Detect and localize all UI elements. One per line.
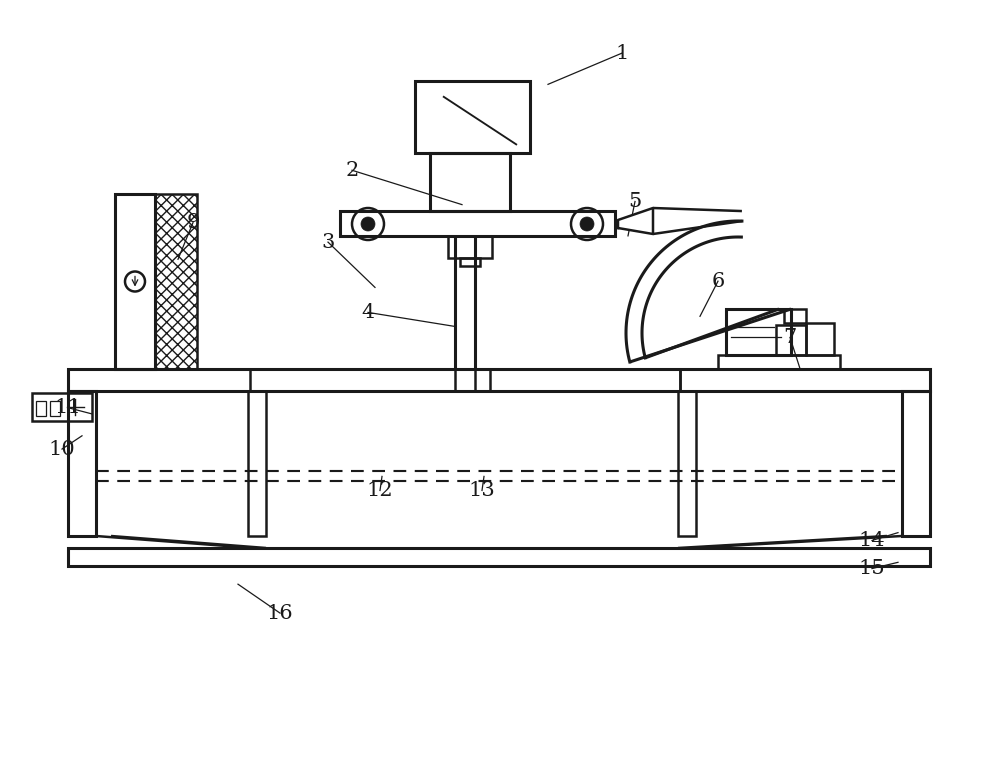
Bar (718, 355, 840, 369)
Bar (430, 153, 510, 211)
Text: 11: 11 (55, 398, 81, 417)
Text: 2: 2 (345, 161, 359, 180)
Bar (68, 548, 930, 566)
Bar (155, 194, 197, 369)
Circle shape (361, 217, 375, 231)
Bar (726, 309, 791, 355)
Text: 4: 4 (361, 303, 375, 322)
Text: 14: 14 (859, 531, 885, 550)
Text: 3: 3 (321, 233, 335, 251)
Bar (415, 81, 530, 153)
Bar (50, 401, 60, 416)
Bar (248, 391, 266, 536)
Text: 16: 16 (267, 604, 293, 622)
Text: 7: 7 (783, 328, 797, 347)
Text: 15: 15 (859, 559, 885, 578)
Bar (448, 236, 492, 258)
Text: 9: 9 (186, 213, 200, 232)
Text: 5: 5 (628, 192, 642, 211)
Text: 10: 10 (49, 440, 75, 458)
Bar (902, 391, 930, 536)
Polygon shape (618, 208, 653, 234)
Bar (36, 401, 46, 416)
Bar (32, 393, 92, 421)
Text: 13: 13 (469, 481, 495, 500)
Circle shape (580, 217, 594, 231)
Bar (806, 323, 834, 355)
Bar (68, 369, 930, 391)
Bar (68, 391, 96, 536)
Text: 1: 1 (615, 44, 629, 62)
Bar (678, 391, 696, 536)
Bar (115, 194, 155, 369)
Bar (340, 211, 615, 236)
Text: 6: 6 (711, 272, 725, 291)
Bar (784, 309, 806, 323)
Bar (460, 258, 480, 266)
Bar (776, 325, 806, 355)
Text: 12: 12 (367, 481, 393, 500)
